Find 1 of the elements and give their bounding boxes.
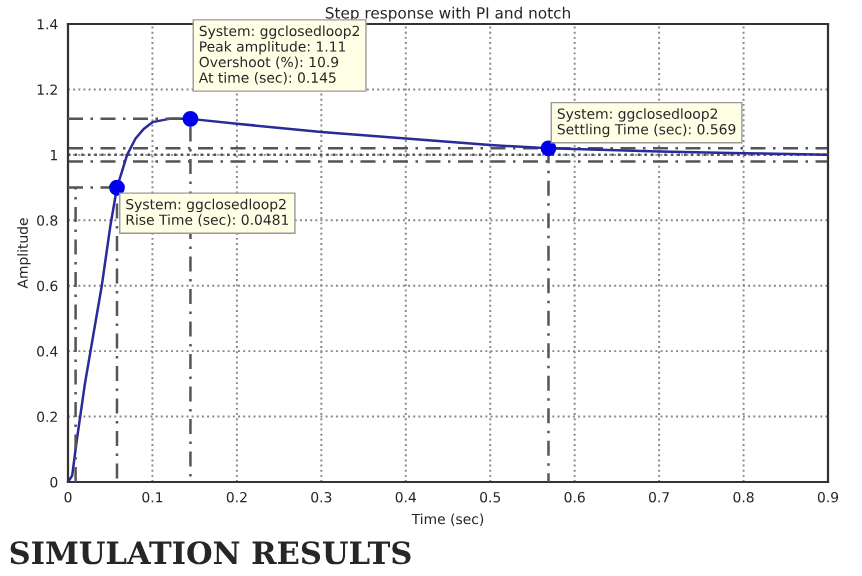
text: SIMULATION RESULTS (10, 541, 411, 565)
